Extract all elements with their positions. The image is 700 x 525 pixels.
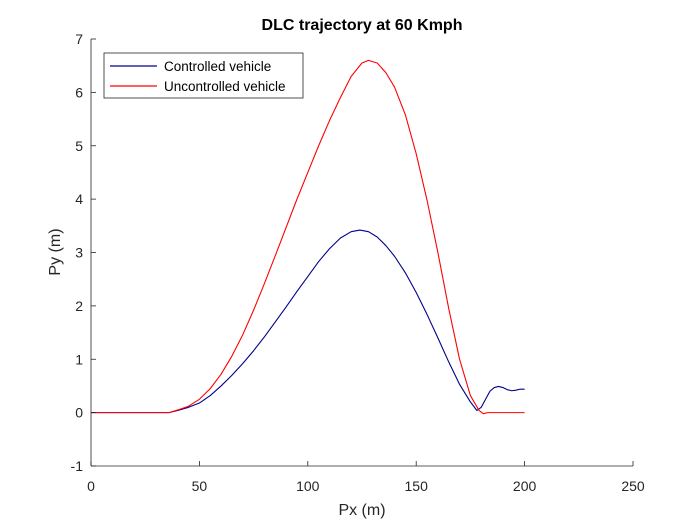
x-axis-label: Px (m) (338, 502, 385, 519)
y-tick-label: 4 (75, 191, 83, 207)
y-tick-label: 6 (75, 84, 83, 100)
y-tick-label: 5 (75, 138, 83, 154)
y-tick-label: 0 (75, 405, 83, 421)
y-tick-label: 2 (75, 298, 83, 314)
chart-title: DLC trajectory at 60 Kmph (262, 17, 463, 34)
x-tick-label: 200 (513, 478, 537, 494)
x-tick-label: 50 (192, 478, 208, 494)
y-tick-label: -1 (71, 458, 84, 474)
legend-box (103, 52, 304, 99)
legend: Controlled vehicle Uncontrolled vehicle (103, 52, 304, 99)
plot-area (91, 39, 633, 466)
x-tick-label: 150 (405, 478, 429, 494)
x-axis-ticks: 0 50 100 150 200 250 (87, 461, 645, 494)
x-tick-label: 100 (296, 478, 320, 494)
y-tick-label: 3 (75, 245, 83, 261)
x-tick-label: 0 (87, 478, 95, 494)
series-layer (91, 59, 525, 415)
legend-label-uncontrolled: Uncontrolled vehicle (164, 79, 286, 94)
y-axis-label: Py (m) (47, 228, 64, 275)
series-line-uncontrolled (91, 59, 525, 415)
legend-label-controlled: Controlled vehicle (164, 59, 271, 74)
y-tick-label: 7 (75, 31, 83, 47)
y-tick-label: 1 (75, 351, 83, 367)
series-line-controlled (91, 229, 525, 414)
x-tick-label: 250 (621, 478, 645, 494)
y-axis-ticks: -1 0 1 2 3 4 5 6 7 (71, 31, 96, 474)
